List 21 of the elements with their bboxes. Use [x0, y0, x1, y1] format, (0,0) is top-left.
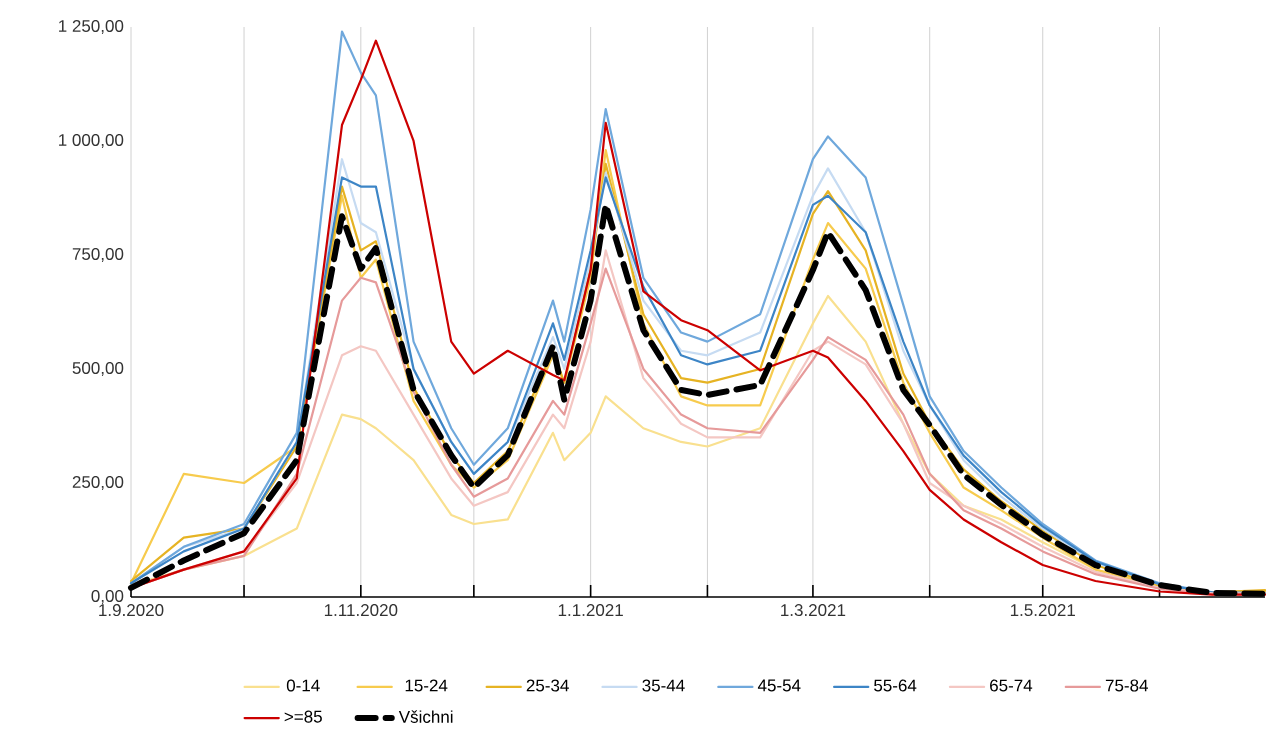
y-tick-label: 750,00 [72, 247, 124, 262]
y-tick-label: 1 250,00 [59, 19, 124, 34]
legend-label: 15-24 [405, 679, 448, 692]
y-tick-label: 0,00 [91, 589, 124, 604]
legend-label: 75-84 [1105, 679, 1148, 692]
legend-label: 65-74 [990, 679, 1033, 692]
x-tick-label: 1.3.2021 [781, 604, 846, 617]
y-tick-label: 250,00 [72, 475, 124, 490]
y-tick-label: 500,00 [72, 361, 124, 376]
legend-label: 35-44 [642, 679, 685, 692]
legend-label: 45-54 [757, 679, 801, 692]
legend-label: 55-64 [874, 679, 917, 692]
x-tick-label: 1.9.2020 [99, 604, 164, 617]
legend-label: >=85 [284, 710, 322, 723]
x-tick-label: 1.5.2021 [1010, 604, 1075, 617]
x-tick-label: 1.11.2020 [324, 604, 398, 617]
y-tick-label: 1 000,00 [59, 133, 124, 148]
legend-label: Všichni [398, 710, 453, 723]
legend-label: 25-34 [526, 679, 569, 692]
legend-label: 0-14 [286, 679, 320, 692]
x-tick-label: 1.1.2021 [558, 604, 623, 617]
